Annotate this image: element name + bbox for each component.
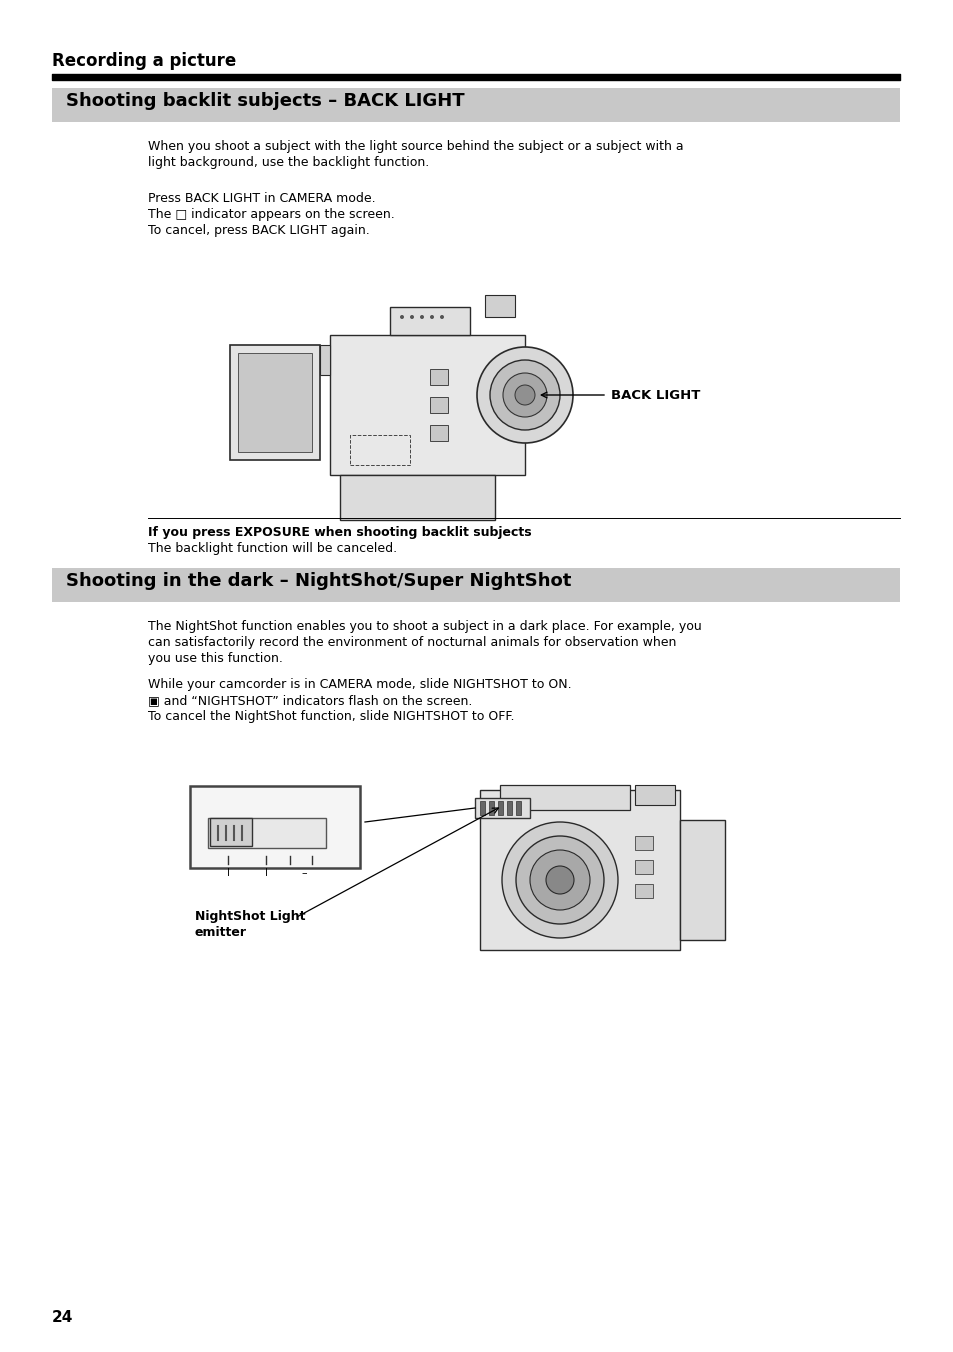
Bar [52, 568, 899, 602]
Text: light background, use the backlight function.: light background, use the backlight func… [148, 155, 429, 169]
Text: emitter: emitter [194, 926, 247, 940]
Text: can satisfactorily record the environment of nocturnal animals for observation w: can satisfactorily record the environmen… [148, 635, 676, 649]
Circle shape [516, 836, 603, 923]
Bar [430, 369, 448, 385]
Bar [350, 435, 410, 465]
Text: I: I [264, 868, 267, 877]
Bar [190, 786, 359, 868]
Bar [516, 800, 520, 815]
Bar [210, 818, 252, 846]
Text: Shooting backlit subjects – BACK LIGHT: Shooting backlit subjects – BACK LIGHT [66, 92, 464, 110]
Bar [339, 475, 495, 521]
Text: 24: 24 [52, 1310, 73, 1325]
Text: If you press EXPOSURE when shooting backlit subjects: If you press EXPOSURE when shooting back… [148, 526, 531, 539]
Text: While your camcorder is in CAMERA mode, slide NIGHTSHOT to ON.: While your camcorder is in CAMERA mode, … [148, 677, 571, 691]
Circle shape [410, 315, 414, 319]
Text: To cancel the NightShot function, slide NIGHTSHOT to OFF.: To cancel the NightShot function, slide … [148, 710, 514, 723]
Bar [319, 345, 330, 375]
Text: The NightShot function enables you to shoot a subject in a dark place. For examp: The NightShot function enables you to sh… [148, 621, 701, 633]
Text: The □ indicator appears on the screen.: The □ indicator appears on the screen. [148, 208, 395, 220]
Text: ▣ and “NIGHTSHOT” indicators flash on the screen.: ▣ and “NIGHTSHOT” indicators flash on th… [148, 694, 472, 707]
Circle shape [419, 315, 423, 319]
Bar [635, 884, 652, 898]
Bar [635, 860, 652, 873]
Text: When you shoot a subject with the light source behind the subject or a subject w: When you shoot a subject with the light … [148, 141, 683, 153]
Bar [230, 345, 319, 460]
Circle shape [502, 373, 546, 416]
Text: Shooting in the dark – NightShot/Super NightShot: Shooting in the dark – NightShot/Super N… [66, 572, 571, 589]
Bar [52, 88, 899, 122]
Bar [390, 307, 470, 335]
Text: Press BACK LIGHT in CAMERA mode.: Press BACK LIGHT in CAMERA mode. [148, 192, 375, 206]
Text: you use this function.: you use this function. [148, 652, 283, 665]
Bar [506, 800, 512, 815]
Circle shape [476, 347, 573, 443]
Circle shape [399, 315, 403, 319]
Text: Recording a picture: Recording a picture [52, 51, 236, 70]
Circle shape [439, 315, 443, 319]
Bar [430, 425, 448, 441]
Bar [484, 295, 515, 316]
Bar [635, 836, 652, 850]
Bar [479, 800, 484, 815]
Text: The backlight function will be canceled.: The backlight function will be canceled. [148, 542, 396, 556]
Text: I: I [226, 868, 230, 877]
Bar [497, 800, 502, 815]
Bar [475, 798, 530, 818]
Circle shape [545, 867, 574, 894]
Circle shape [430, 315, 434, 319]
Bar [330, 335, 524, 475]
Bar [479, 790, 679, 950]
Bar [489, 800, 494, 815]
Bar [208, 818, 326, 848]
Text: –: – [301, 868, 307, 877]
Text: To cancel, press BACK LIGHT again.: To cancel, press BACK LIGHT again. [148, 224, 370, 237]
Text: NightShot Light: NightShot Light [194, 910, 305, 923]
Bar [237, 353, 312, 452]
Bar [679, 821, 724, 940]
Bar [430, 397, 448, 412]
Bar [635, 786, 675, 804]
Bar [499, 786, 629, 810]
Circle shape [501, 822, 618, 938]
Circle shape [530, 850, 589, 910]
Circle shape [515, 385, 535, 406]
Text: BACK LIGHT: BACK LIGHT [610, 389, 700, 402]
Circle shape [490, 360, 559, 430]
